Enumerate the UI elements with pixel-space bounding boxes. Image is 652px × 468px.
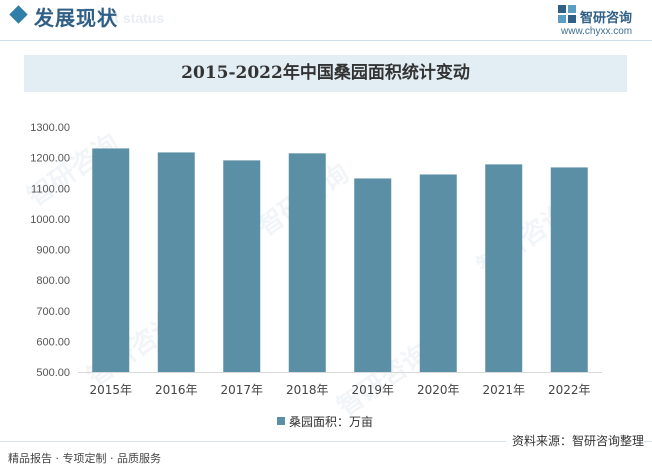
brand-block: 智研咨询 www.chyxx.com [557, 4, 649, 38]
service-tagline: 精品报告 · 专项定制 · 品质服务 [8, 452, 161, 465]
x-tick-label: 2015年 [89, 383, 132, 397]
bar [157, 152, 195, 372]
bar [485, 164, 523, 372]
bar [419, 174, 457, 372]
bar [92, 148, 130, 372]
x-tick-label: 2018年 [286, 383, 329, 397]
x-tick-label: 2017年 [220, 383, 263, 397]
y-tick-label: 1200.00 [30, 153, 70, 165]
x-tick-label: 2020年 [417, 383, 460, 397]
chart-title: 2015-2022年中国桑园面积统计变动 [181, 63, 470, 83]
footer-divider [0, 441, 652, 442]
diamond-icon [9, 5, 28, 24]
y-tick-label: 800.00 [36, 275, 70, 287]
brand-url: www.chyxx.com [561, 26, 633, 37]
source-note: 资料来源：智研咨询整理 [505, 432, 644, 449]
y-tick-label: 600.00 [36, 336, 70, 348]
y-tick-label: 1100.00 [31, 183, 70, 195]
bar [288, 153, 326, 372]
section-title: 发展现状 [34, 6, 118, 30]
y-tick-label: 900.00 [36, 245, 70, 257]
brand-logo-icon [558, 5, 576, 23]
y-tick-label: 1300.00 [30, 122, 70, 134]
x-tick-label: 2021年 [482, 383, 525, 397]
y-tick-label: 1000.00 [30, 214, 70, 226]
x-tick-label: 2019年 [351, 383, 394, 397]
bar [223, 160, 261, 372]
y-tick-label: 700.00 [36, 306, 70, 318]
bar-chart: 500.00 600.00 700.00 800.00 900.00 1000.00 110… [30, 122, 602, 397]
legend-swatch [277, 417, 285, 425]
x-tick-label: 2016年 [155, 383, 198, 397]
brand-name: 智研咨询 [580, 11, 633, 26]
header-divider [0, 40, 652, 41]
page-header: ent status 发展现状 智研咨询 www.chyxx.com [0, 0, 652, 38]
chart-title-band: 2015-2022年中国桑园面积统计变动 [24, 55, 627, 92]
section-subtitle: ent status [98, 10, 165, 26]
legend-label: 桑园面积：万亩 [289, 415, 374, 429]
y-tick-label: 500.00 [36, 367, 70, 379]
bar [550, 167, 588, 372]
bar [354, 178, 392, 372]
x-tick-label: 2022年 [548, 383, 591, 397]
